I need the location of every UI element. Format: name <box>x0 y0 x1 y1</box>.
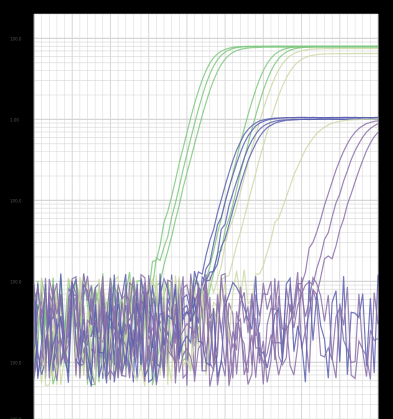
series-line-17 <box>33 273 379 384</box>
y-tick-label: 1.00 <box>10 117 19 122</box>
series-line-15 <box>33 118 379 387</box>
y-tick-label: 100.0 <box>10 36 22 41</box>
y-tick-label: 100.0 <box>10 360 22 365</box>
y-tick-label: 100.0 <box>10 198 22 203</box>
y-axis-ticks: 100.0 1.00 100.0 100.0 100.0 100.0 <box>10 36 22 419</box>
y-tick-label: 100.0 <box>10 417 22 419</box>
series-line-16 <box>33 274 379 382</box>
series-line-9 <box>33 116 378 378</box>
series-line-18 <box>33 275 379 383</box>
y-tick-label: 100.0 <box>10 279 22 284</box>
series-line-14 <box>33 132 379 387</box>
series-lines <box>33 45 379 387</box>
